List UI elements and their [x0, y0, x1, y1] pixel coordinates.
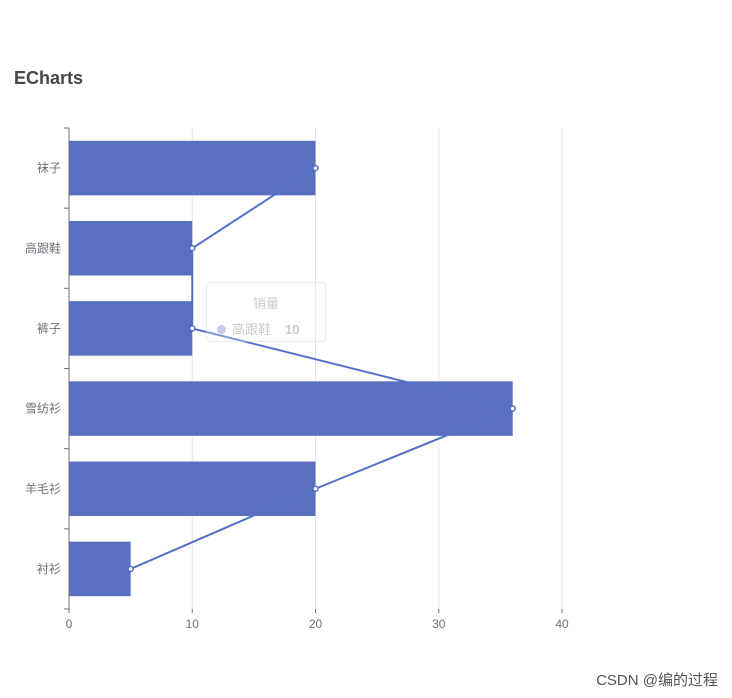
- x-tick-label-30: 30: [432, 617, 446, 631]
- tooltip-row: 高跟鞋 10: [217, 319, 299, 338]
- line-point-3: [189, 325, 196, 332]
- bar-5: [69, 140, 316, 196]
- line-series: [130, 167, 516, 570]
- y-tick-label-3: 裤子: [37, 321, 61, 335]
- bar-1: [69, 461, 316, 517]
- chart-title: ECharts: [14, 68, 84, 88]
- tooltip-title: 销量: [252, 296, 279, 311]
- x-tick-label-20: 20: [309, 617, 323, 631]
- bar-2: [69, 381, 513, 436]
- tooltip-label: 高跟鞋: [232, 322, 272, 337]
- bar-0: [69, 541, 131, 597]
- watermark: CSDN @编的过程: [596, 672, 718, 689]
- y-tick-label-1: 羊毛衫: [25, 481, 61, 496]
- line-point-5: [312, 164, 319, 172]
- x-tick-label-0: 0: [66, 617, 73, 631]
- y-tick-label-4: 高跟鞋: [25, 240, 61, 255]
- y-tick-label-5: 袜子: [37, 161, 61, 175]
- line-point-1: [312, 485, 319, 492]
- line-point-4: [189, 245, 196, 252]
- y-tick-label-2: 雪纺衫: [25, 402, 61, 416]
- bar-4: [69, 220, 193, 276]
- tooltip-value: 10: [285, 322, 300, 337]
- tooltip-marker-icon: [217, 325, 226, 334]
- x-tick-label-40: 40: [555, 617, 569, 631]
- bar-3: [69, 301, 193, 356]
- line-point-2: [509, 405, 516, 412]
- y-tick-label-0: 衬衫: [37, 562, 61, 576]
- x-tick-label-10: 10: [186, 617, 200, 631]
- line-point-0: [127, 565, 134, 573]
- tooltip: 销量 高跟鞋 10: [206, 282, 326, 342]
